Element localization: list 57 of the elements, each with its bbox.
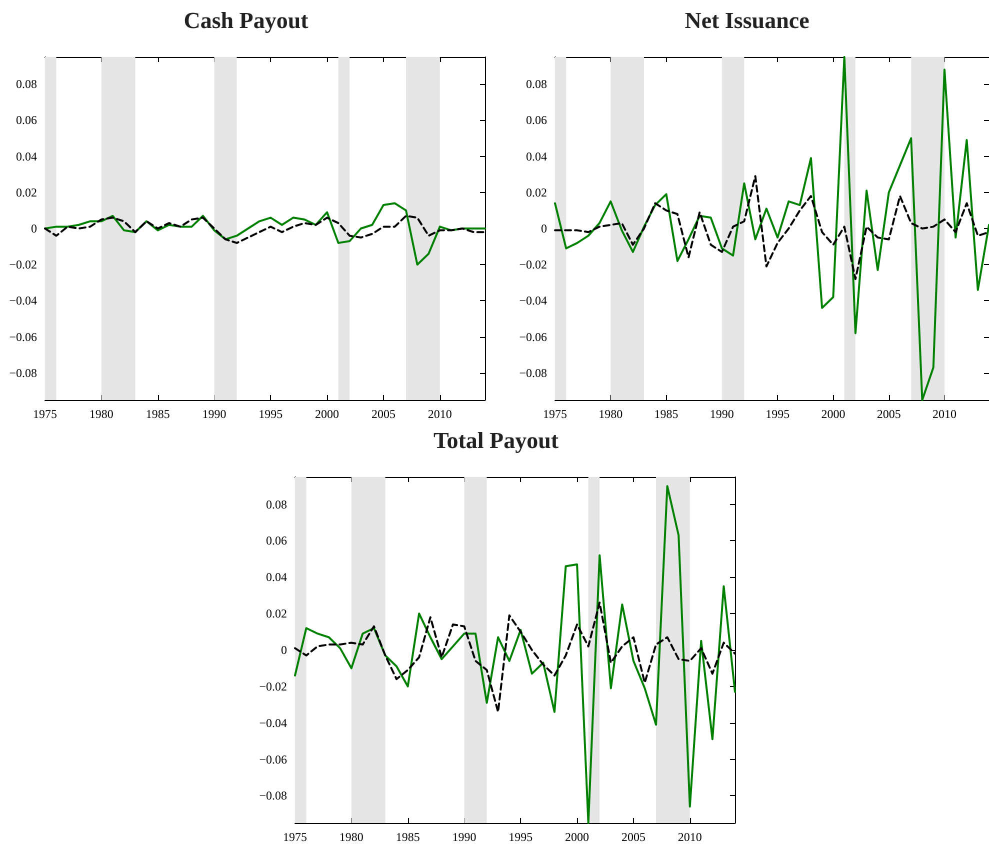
y-tick-label: −0.08 <box>9 366 37 380</box>
y-tick-label: 0.06 <box>16 113 37 128</box>
x-tick-label: 2000 <box>315 407 340 421</box>
y-tick-label: 0.08 <box>266 497 287 512</box>
x-tick-label: 2005 <box>371 407 396 421</box>
y-tick-label: −0.02 <box>519 258 547 272</box>
y-tick-label: 0.02 <box>266 606 287 621</box>
y-tick-label: −0.08 <box>519 366 547 380</box>
y-tick-label: −0.08 <box>259 788 287 803</box>
chart-title: Net Issuance <box>684 8 810 33</box>
x-tick-label: 1985 <box>654 407 678 421</box>
x-tick-label: 1980 <box>598 407 623 421</box>
x-tick-label: 1975 <box>543 407 567 421</box>
x-tick-label: 1995 <box>258 407 283 421</box>
x-tick-label: 2010 <box>428 407 452 421</box>
y-tick-label: 0 <box>31 222 37 236</box>
y-tick-label: 0.02 <box>16 185 37 200</box>
x-tick-label: 2005 <box>621 830 646 844</box>
x-tick-label: 1995 <box>766 407 790 421</box>
x-tick-label: 1980 <box>339 830 364 844</box>
y-tick-label: −0.06 <box>9 330 37 344</box>
line-series <box>44 202 486 266</box>
y-tick-label: −0.06 <box>259 752 287 766</box>
line-series <box>554 175 989 280</box>
x-tick-label: 1990 <box>710 407 734 421</box>
y-tick-label: 0.08 <box>16 77 37 92</box>
chart-title: Cash Payout <box>184 8 309 33</box>
chart-title: Total Payout <box>433 428 559 453</box>
x-tick-label: 1980 <box>89 407 114 421</box>
y-tick-label: 0.04 <box>16 149 37 164</box>
x-tick-label: 1990 <box>452 830 476 844</box>
y-tick-label: −0.04 <box>259 716 287 730</box>
y-tick-label: 0.06 <box>526 113 547 128</box>
x-tick-label: 1990 <box>202 407 226 421</box>
y-tick-label: −0.06 <box>519 330 547 344</box>
x-tick-label: 2010 <box>932 407 956 421</box>
y-tick-label: −0.02 <box>259 679 287 694</box>
x-tick-label: 2000 <box>821 407 846 421</box>
y-tick-label: 0.02 <box>526 185 547 200</box>
x-tick-label: 1985 <box>396 830 420 844</box>
line-series <box>554 56 989 401</box>
x-tick-label: 1975 <box>33 407 57 421</box>
y-tick-label: 0.08 <box>526 77 547 92</box>
y-tick-label: 0.04 <box>266 570 287 584</box>
y-tick-label: −0.04 <box>9 294 37 308</box>
x-tick-label: 2010 <box>678 830 702 844</box>
y-tick-label: 0.06 <box>266 534 287 548</box>
x-tick-label: 1975 <box>283 830 307 844</box>
y-tick-label: 0 <box>281 643 287 657</box>
x-tick-label: 2005 <box>876 407 901 421</box>
y-tick-label: −0.02 <box>9 258 37 272</box>
y-tick-label: −0.04 <box>519 294 547 308</box>
x-tick-label: 1995 <box>508 830 533 844</box>
y-tick-label: 0.04 <box>526 149 547 164</box>
y-tick-label: 0 <box>541 222 547 236</box>
x-tick-label: 2000 <box>565 830 590 844</box>
x-tick-label: 1985 <box>146 407 170 421</box>
